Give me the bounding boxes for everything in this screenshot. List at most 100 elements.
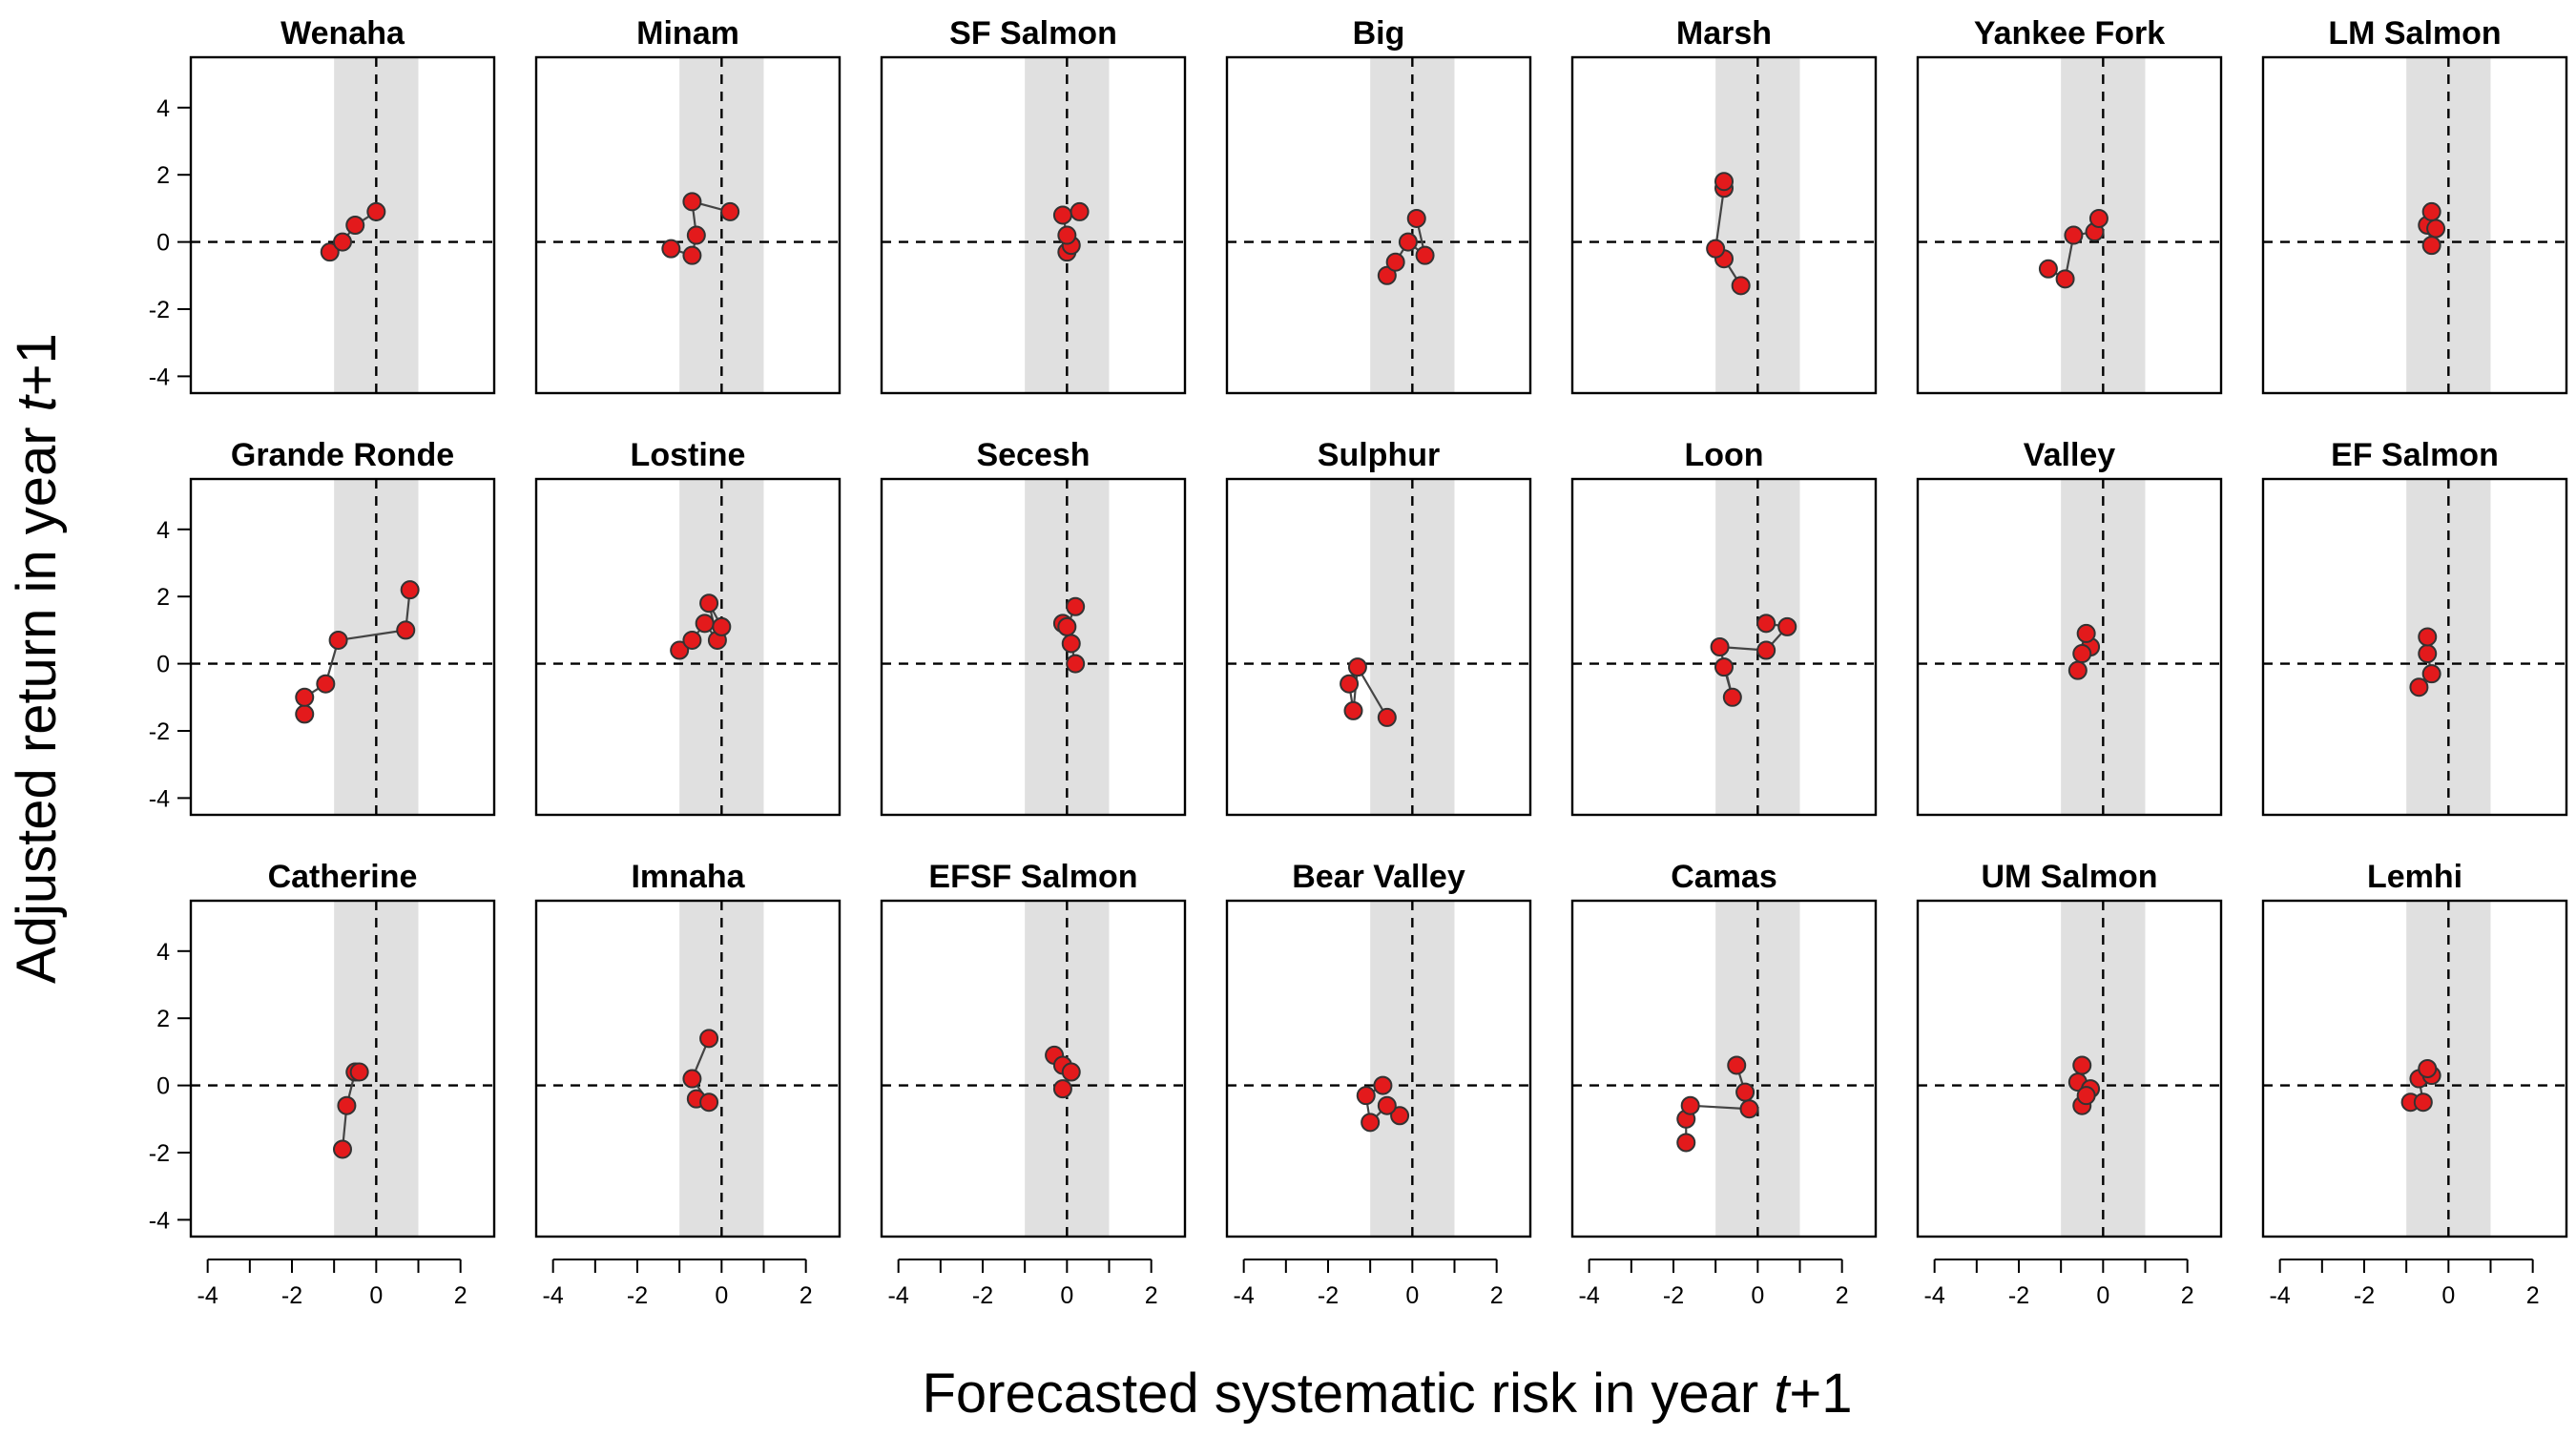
panel-title-sf-salmon: SF Salmon [949,15,1117,52]
y-tick-label: 0 [156,652,170,678]
panel-frame [534,55,841,395]
panel-frame [880,55,1187,395]
data-point [1057,225,1077,245]
data-point [1070,201,1090,221]
panel-frame [1570,55,1878,395]
panel-title-valley: Valley [2024,437,2116,473]
x-tick-label: -4 [2270,1282,2291,1309]
data-point [1406,208,1426,228]
data-point [2038,259,2058,279]
data-point [1061,634,1081,654]
data-point [2421,664,2441,684]
panel-imnaha: Imnaha [534,859,841,1238]
data-point [1398,232,1418,252]
data-point [1777,616,1797,636]
panel-wenaha: Wenaha [189,15,496,395]
y-tick-label: 4 [156,517,170,544]
x-tick-label: -2 [1318,1282,1339,1309]
x-tick-label: -4 [1924,1282,1945,1309]
panel-catherine: Catherine [189,859,496,1238]
data-point [682,192,702,212]
panel-title-efsf-salmon: EFSF Salmon [928,859,1137,895]
y-tick-label: 0 [156,230,170,257]
y-tick-label: -2 [149,718,170,745]
data-point [345,216,365,235]
data-point [1680,1095,1700,1115]
data-point [1710,637,1730,656]
x-tick-label: 0 [2441,1282,2455,1309]
data-point [1714,657,1734,677]
panel-frame [534,477,841,817]
data-point [2418,627,2438,647]
data-point [2421,236,2441,256]
panel-title-grande-ronde: Grande Ronde [231,437,454,473]
x-tick-label: -2 [972,1282,993,1309]
x-tick-label: -2 [2008,1282,2029,1309]
data-point [682,630,702,650]
data-point [366,201,386,221]
x-tick-label: 2 [1490,1282,1504,1309]
panel-marsh: Marsh [1570,15,1878,395]
panel-frame [1570,477,1878,817]
data-point [2067,660,2088,680]
y-tick-label: 0 [156,1073,170,1100]
panel-frame [880,477,1187,817]
trajectory-arrow [338,630,406,642]
y-tick-label: 2 [156,1006,170,1032]
x-tick-label: 0 [1751,1282,1764,1309]
shaded-band [1715,57,1800,393]
panel-lemhi: Lemhi [2261,859,2568,1238]
data-point [661,239,681,259]
trajectory-arrow [1356,666,1387,718]
panel-grande-ronde: Grande Ronde [189,437,496,817]
panel-frame [534,899,841,1238]
data-point [333,1139,352,1159]
data-point [699,1029,719,1049]
data-point [1061,1062,1081,1082]
panel-um-salmon: UM Salmon [1916,859,2223,1238]
data-point [695,614,715,634]
shaded-band [1025,57,1110,393]
data-point [2076,1086,2096,1106]
panel-title-lostine: Lostine [631,437,746,473]
x-tick-label: -4 [888,1282,909,1309]
data-point [2072,644,2092,664]
data-point [720,201,740,221]
data-point [316,674,336,694]
x-tick-label: 0 [2096,1282,2109,1309]
data-point [320,242,340,262]
data-point [1377,1095,1397,1115]
data-point [1756,640,1776,660]
panel-title-secesh: Secesh [976,437,1090,473]
data-point [1066,596,1086,616]
x-tick-label: -4 [543,1282,564,1309]
data-point [1052,205,1072,225]
x-tick-label: -4 [197,1282,218,1309]
panel-title-imnaha: Imnaha [631,859,745,895]
x-tick-label: -2 [281,1282,302,1309]
data-point [333,232,352,252]
data-point [670,640,690,660]
data-point [682,1069,702,1089]
x-tick-label: -4 [1579,1282,1600,1309]
y-tick-label: 2 [156,584,170,611]
y-tick-label: -2 [149,1140,170,1167]
panel-efsf-salmon: EFSF Salmon [880,859,1187,1238]
data-point [1722,687,1742,707]
data-point [1373,1075,1393,1095]
panel-title-loon: Loon [1684,437,1763,473]
panel-frame [1916,55,2223,395]
data-point [400,580,420,600]
shaded-band [679,57,764,393]
y-tick-label: 4 [156,95,170,122]
data-point [1343,700,1363,720]
trajectory-arrow [1714,188,1724,249]
data-point [2426,219,2446,239]
panel-title-catherine: Catherine [268,859,418,895]
shaded-band [2061,479,2146,815]
panel-frame [880,899,1187,1238]
data-point [1739,1099,1759,1119]
data-point [1731,276,1751,296]
